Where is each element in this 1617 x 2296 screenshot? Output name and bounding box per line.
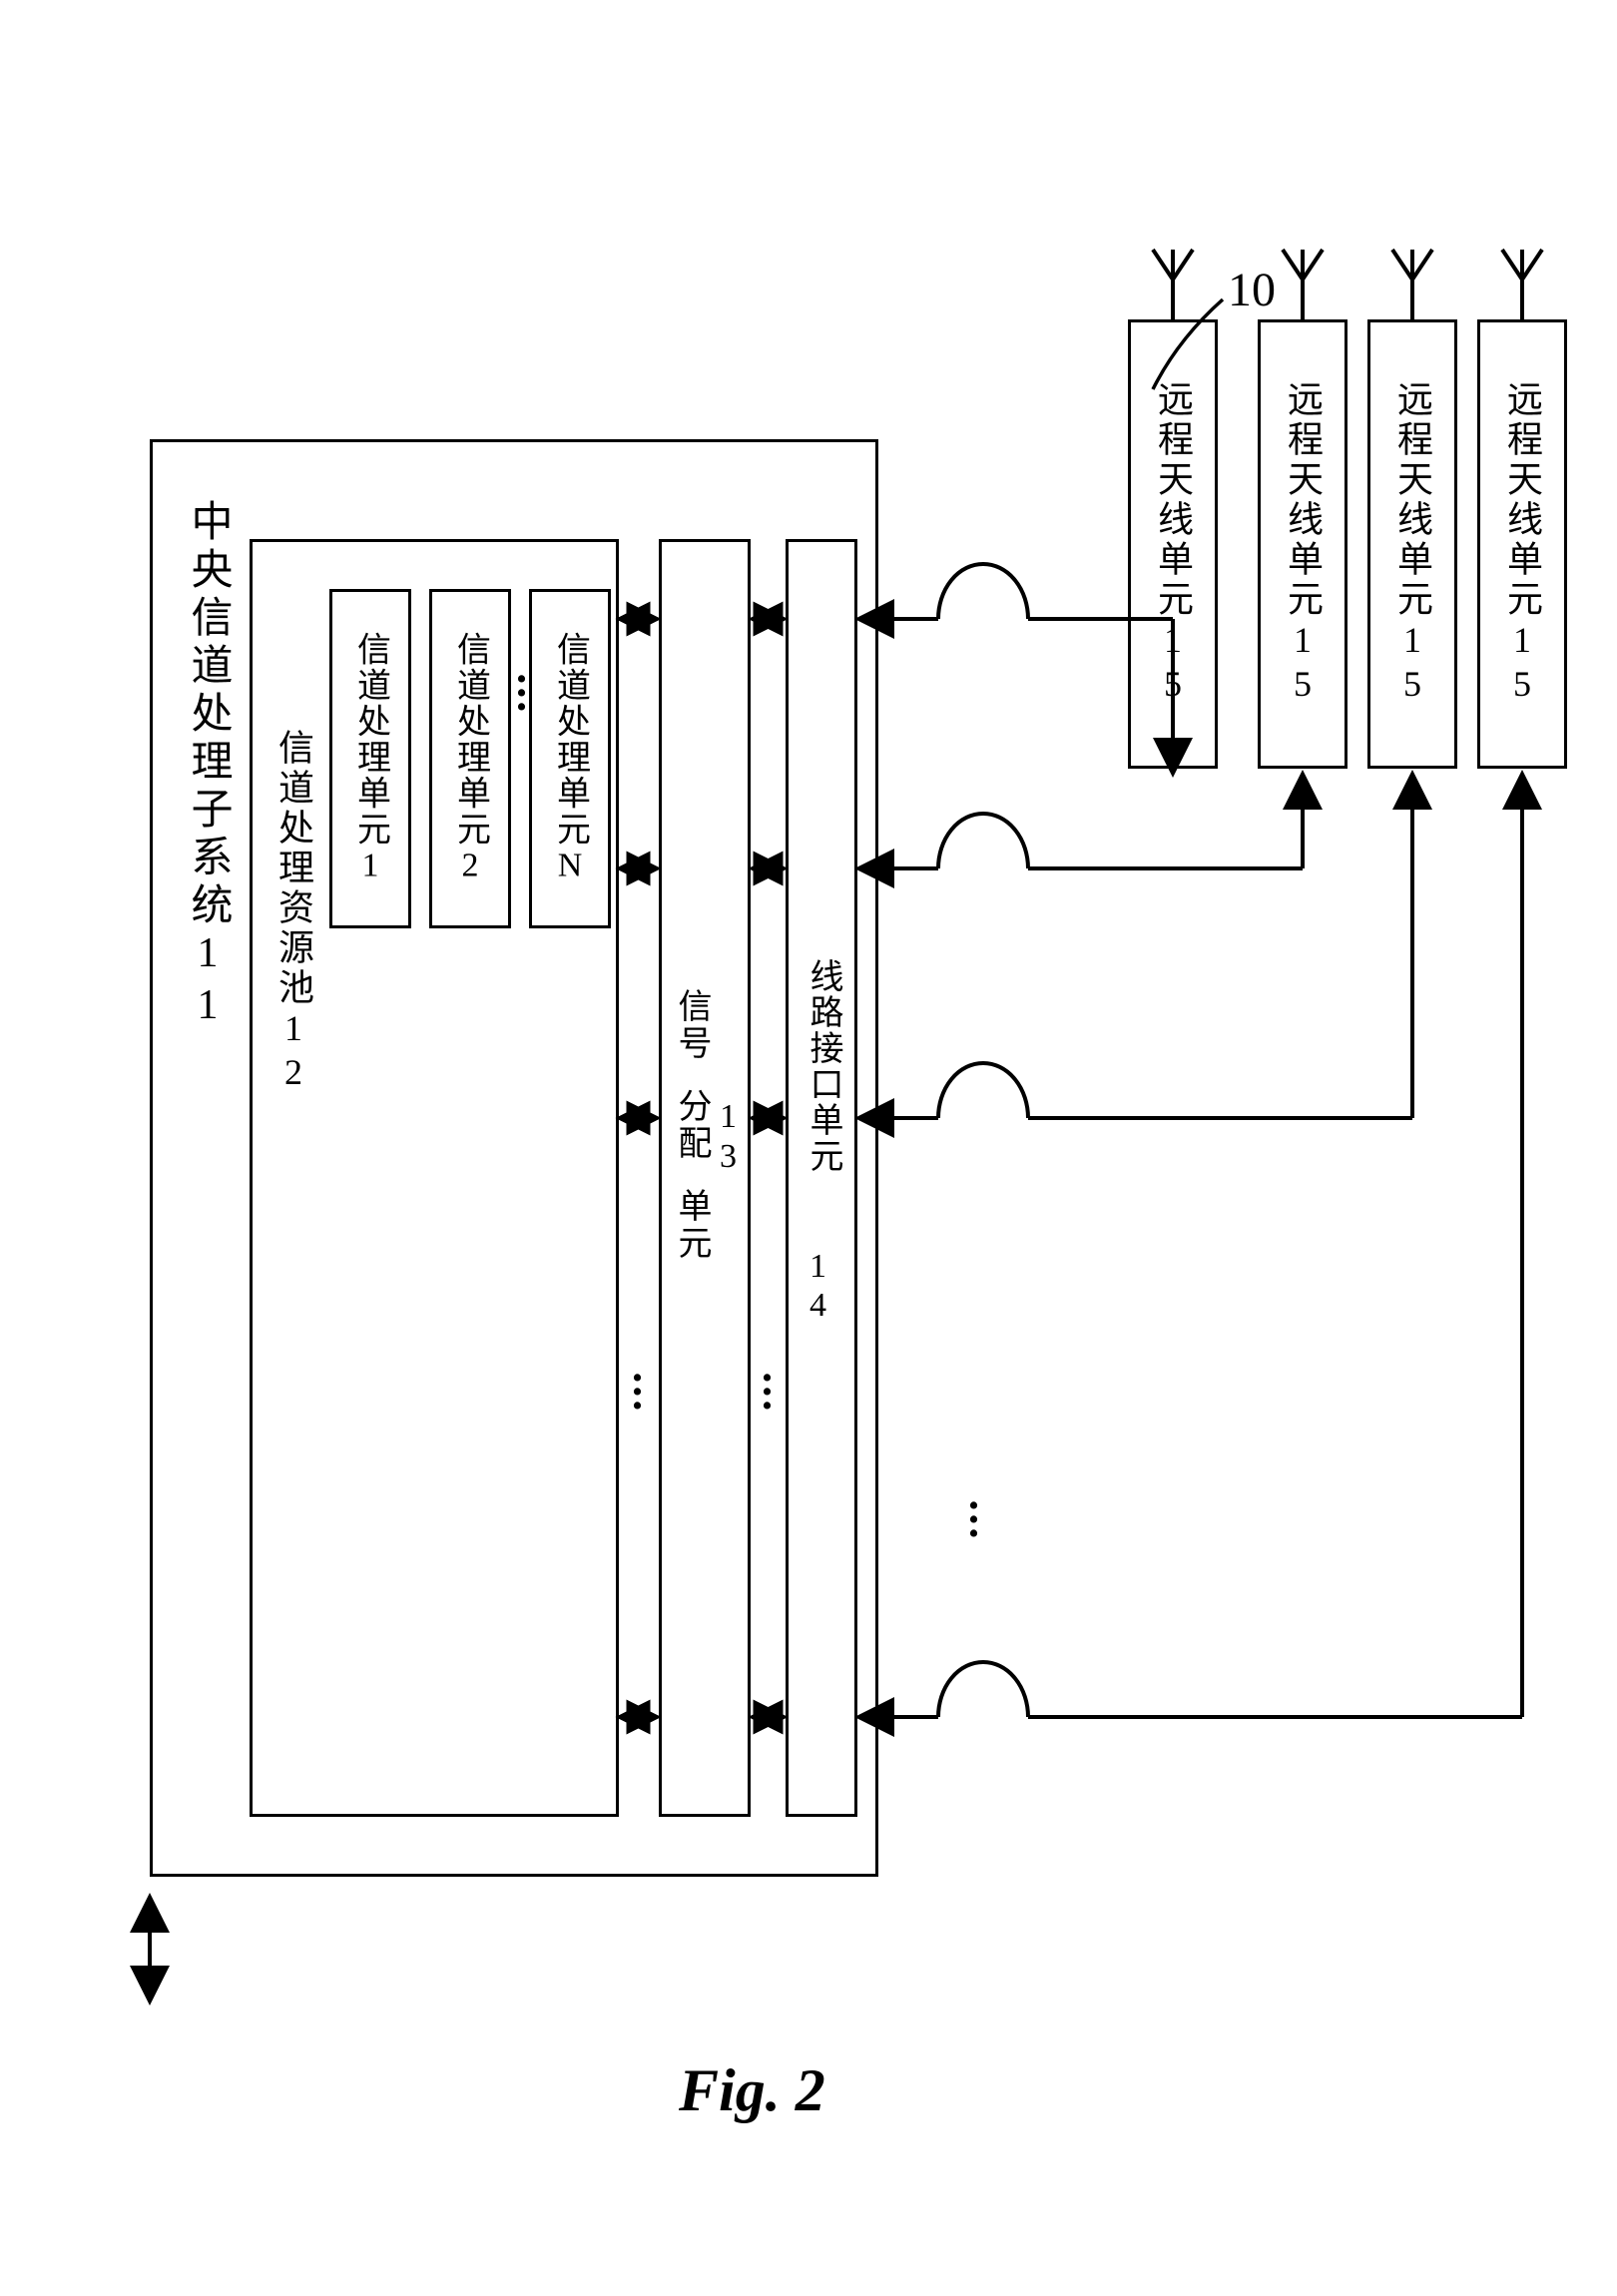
signal-dist-label-1: 信号	[667, 988, 716, 1062]
signal-dist-ref: 13	[709, 1098, 747, 1178]
resource-pool-label: 信道处理资源池12	[268, 729, 319, 1096]
cpu-unit-n-label: 信道处理单元N	[546, 632, 595, 886]
remote-unit-4: 远程天线单元15	[1477, 319, 1567, 769]
system-ref-label: 10	[1228, 263, 1276, 317]
remote-unit-2: 远程天线单元15	[1258, 319, 1348, 769]
dots-signal-line: ...	[762, 1360, 773, 1402]
line-interface-ref: 14	[799, 1248, 836, 1326]
cpu-unit-1: 信道处理单元1	[329, 589, 411, 928]
remote-unit-1: 远程天线单元15	[1128, 319, 1218, 769]
figure-label: Fig. 2	[679, 2056, 825, 2125]
cpu-unit-1-label: 信道处理单元1	[346, 632, 395, 886]
line-interface-box	[786, 539, 857, 1817]
cpu-unit-2: 信道处理单元2	[429, 589, 511, 928]
dots-pool-signal: ...	[632, 1360, 643, 1402]
central-subsystem-label: 中央信道处理子系统11	[178, 499, 239, 1034]
cpu-unit-2-label: 信道处理单元2	[446, 632, 495, 886]
diagram-container: 中央信道处理子系统11 信道处理资源池12 信道处理单元1 信道处理单元2 信道…	[70, 260, 1567, 1877]
remote-unit-3: 远程天线单元15	[1367, 319, 1457, 769]
signal-dist-label-3: 单元	[667, 1188, 716, 1262]
remote-unit-2-label: 远程天线单元15	[1277, 380, 1329, 708]
line-interface-label: 线路接口单元	[799, 958, 847, 1174]
signal-dist-box	[659, 539, 751, 1817]
remote-unit-4-label: 远程天线单元15	[1496, 380, 1548, 708]
remote-unit-3-label: 远程天线单元15	[1386, 380, 1438, 708]
dots-fiber: ...	[968, 1487, 979, 1529]
cpu-unit-n: 信道处理单元N	[529, 589, 611, 928]
dots-cpu: ...	[516, 661, 527, 703]
remote-unit-1-label: 远程天线单元15	[1147, 380, 1199, 708]
